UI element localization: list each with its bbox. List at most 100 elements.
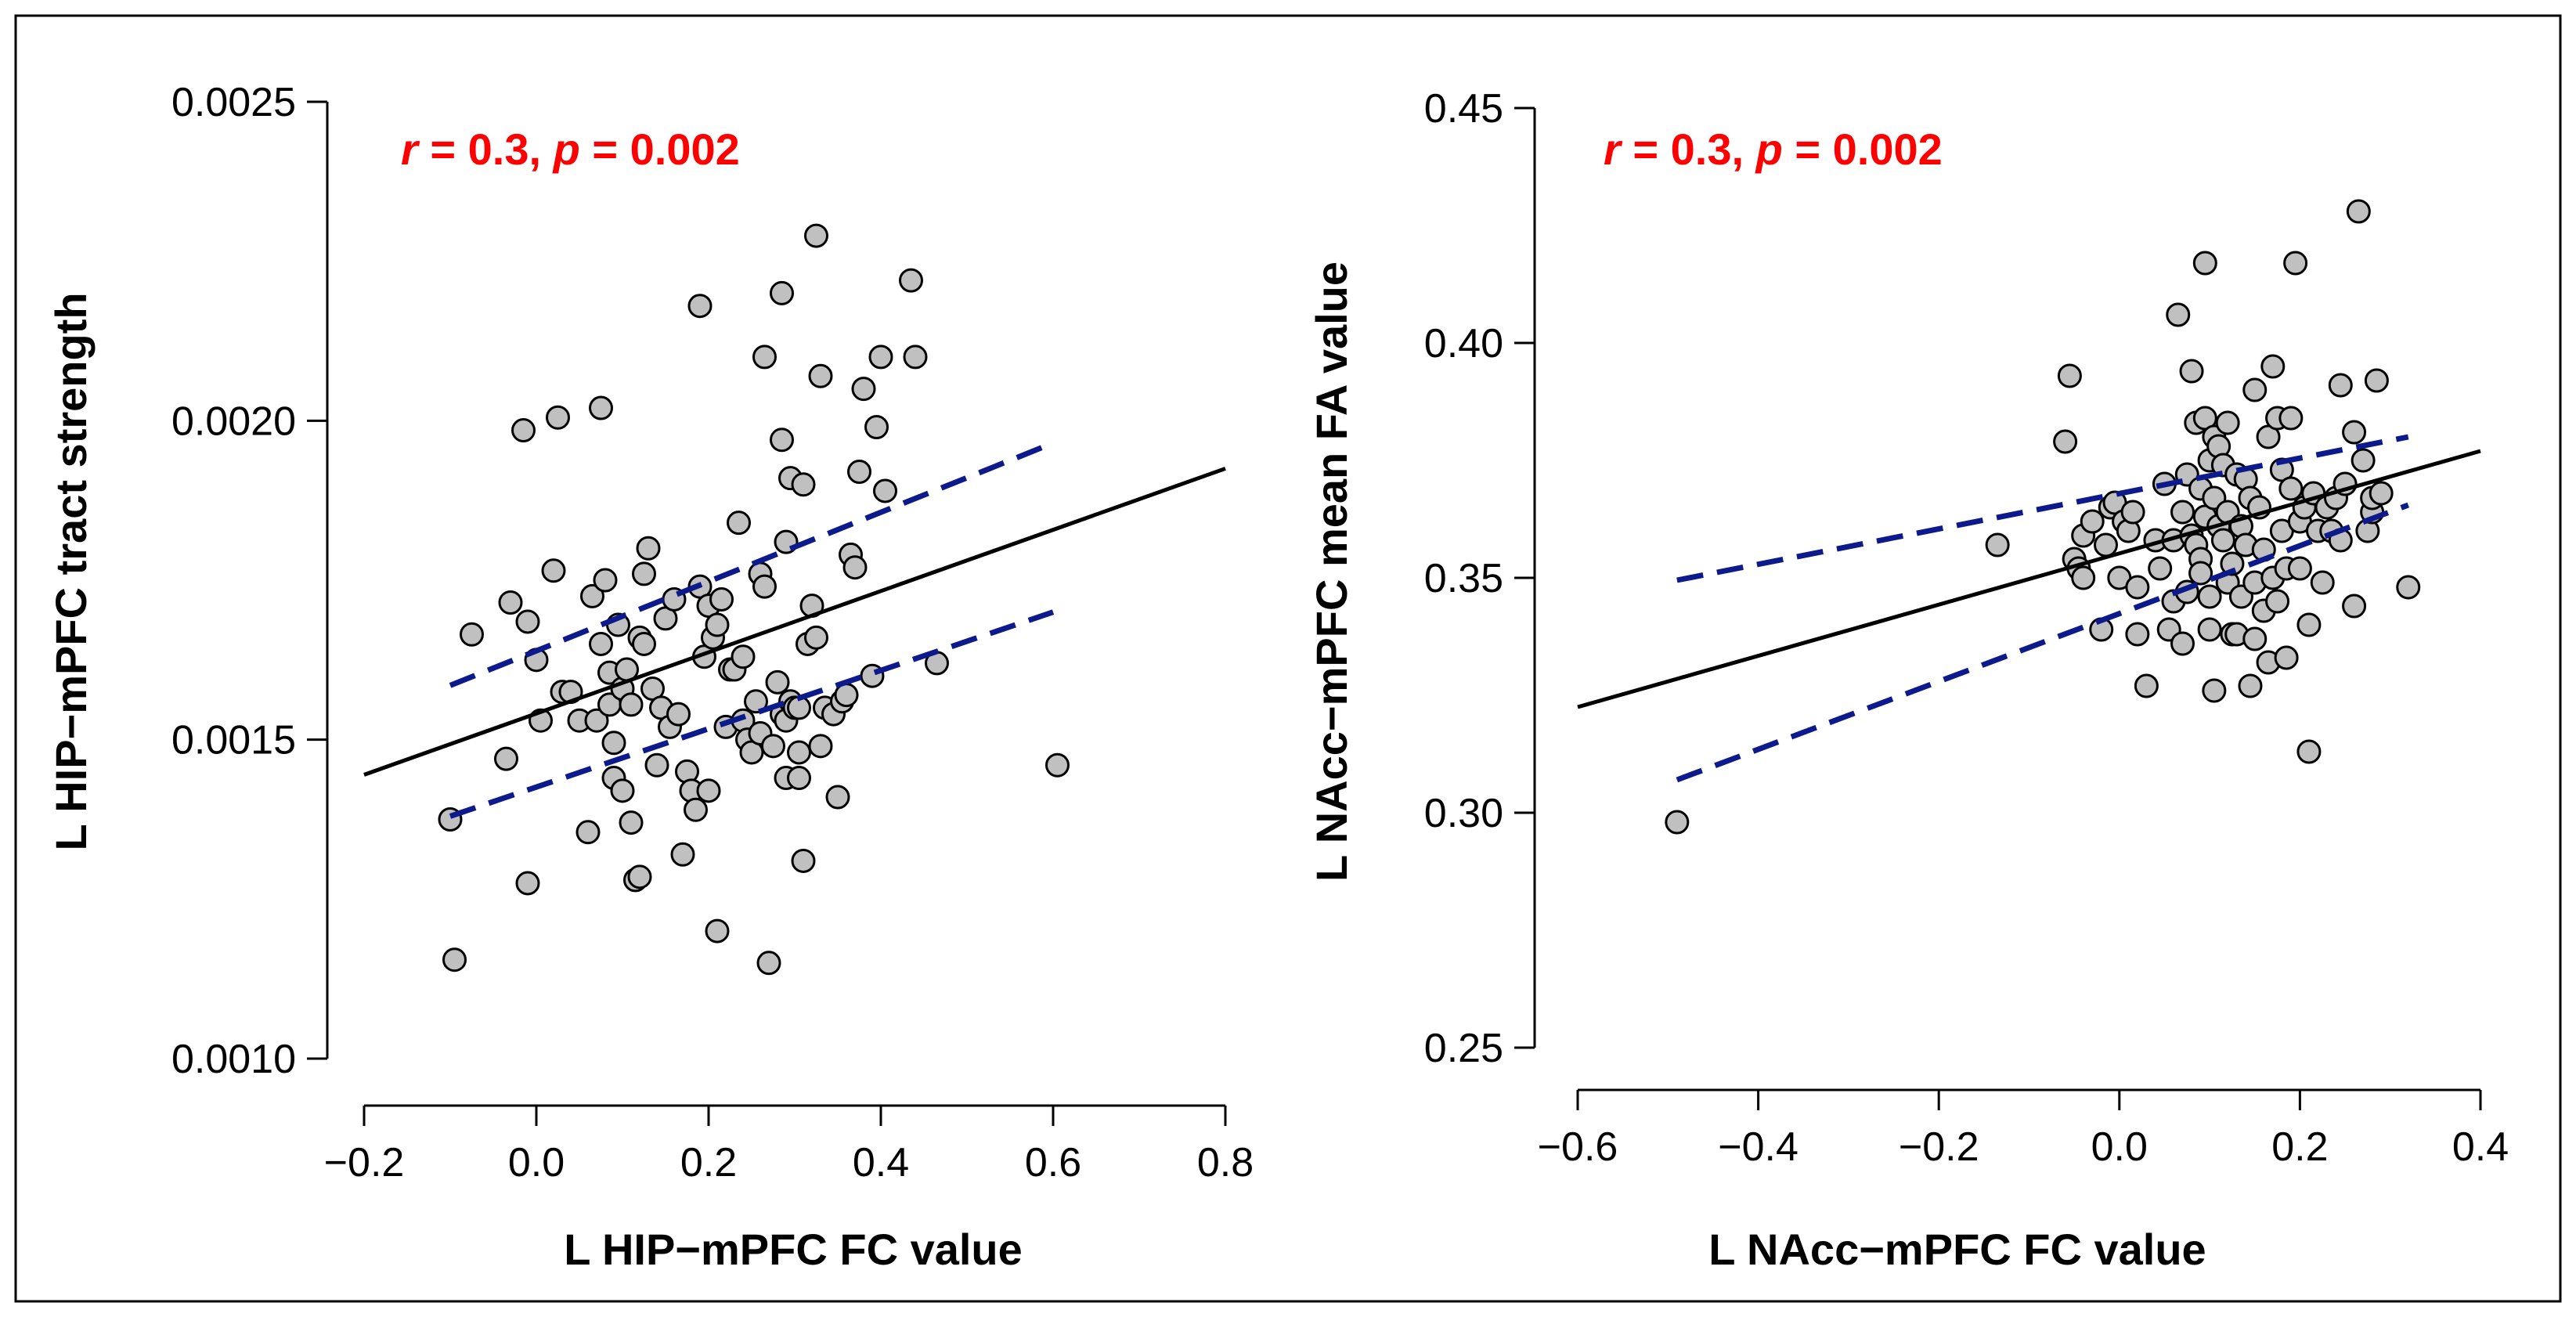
panel-right-data-point bbox=[2342, 420, 2367, 445]
panel-left-data-point bbox=[752, 574, 777, 599]
panel-right-data-point bbox=[2053, 429, 2078, 454]
panel-left-x-tick-label: 0.6 bbox=[1025, 1140, 1081, 1185]
panel-right-data-point bbox=[2134, 673, 2159, 698]
panel-left-y-axis-title: L HIP−mPFC tract strength bbox=[46, 292, 96, 850]
panel-right-p-value: = 0.002 bbox=[1783, 124, 1943, 174]
panel-right-r-symbol: r bbox=[1604, 124, 1623, 174]
panel-left-data-point bbox=[804, 223, 828, 248]
panel-right-x-tick-label: −0.4 bbox=[1718, 1124, 1799, 1170]
panel-right-y-tick-label: 0.45 bbox=[1424, 86, 1503, 132]
panel-left-data-point bbox=[670, 842, 695, 867]
panel-right-data-point bbox=[2310, 570, 2335, 595]
panel-right-data-point bbox=[2197, 617, 2222, 642]
panel-right-stats-annotation: r = 0.3, p = 0.002 bbox=[1604, 124, 1943, 174]
panel-left-data-point bbox=[546, 405, 570, 430]
panel-left-data-point bbox=[575, 820, 601, 845]
panel-left-data-point bbox=[580, 583, 604, 608]
panel-left-data-point bbox=[731, 644, 756, 669]
panel-right-data-point bbox=[2342, 594, 2367, 619]
panel-right-y-axis-title: L NAcc−mPFC mean FA value bbox=[1307, 262, 1356, 882]
panel-right-data-point bbox=[2215, 410, 2240, 435]
panel-left-regression-line bbox=[363, 467, 1226, 777]
panel-left-x-axis-title: L HIP−mPFC FC value bbox=[564, 1225, 1023, 1274]
panel-right: L NAcc−mPFC mean FA value L NAcc−mPFC FC… bbox=[1307, 86, 2509, 1274]
panel-left-data-point bbox=[610, 778, 635, 803]
panel-left-x-tick-label: 0.2 bbox=[680, 1140, 737, 1185]
panel-right-data-point bbox=[2274, 645, 2299, 670]
panel-left-data-point bbox=[515, 609, 540, 634]
panel-left-data-point bbox=[761, 734, 785, 759]
panel-left-data-point bbox=[666, 702, 691, 727]
panel-right-data-point bbox=[2296, 612, 2322, 637]
panel-left-data-point bbox=[636, 536, 661, 561]
panel-right-data-point bbox=[2238, 673, 2263, 698]
panel-left-data-point bbox=[873, 478, 897, 503]
panel-right-regression-line bbox=[1577, 449, 2481, 709]
panel-left-data-point bbox=[787, 766, 811, 791]
panel-left-data-point bbox=[593, 568, 618, 593]
panel-right-data-point bbox=[1665, 810, 1690, 835]
panel-left-data-point bbox=[851, 377, 876, 402]
panel-left-ci-lower-line bbox=[449, 609, 1055, 819]
panel-left-data-point bbox=[644, 752, 669, 778]
panel-right-data-point bbox=[2125, 575, 2150, 600]
panel-left-p-value: = 0.002 bbox=[580, 124, 740, 174]
panel-right-data-point bbox=[2369, 481, 2394, 506]
panel-left-data-point bbox=[515, 871, 540, 896]
panel-left-data-point bbox=[808, 734, 833, 759]
panel-right-ci-upper-line bbox=[1676, 434, 2409, 583]
panel-left-y-tick-label: 0.0010 bbox=[171, 1037, 296, 1082]
panel-right-data-point bbox=[2351, 448, 2376, 473]
panel-left-data-point bbox=[687, 294, 713, 319]
panel-left-r-value: = 0.3, bbox=[418, 124, 554, 174]
panel-left-data-point bbox=[804, 625, 828, 650]
panel-left-data-point bbox=[842, 555, 868, 580]
panel-right-x-tick-label: −0.6 bbox=[1538, 1124, 1618, 1170]
panel-right-y-tick-label: 0.30 bbox=[1424, 791, 1503, 836]
panel-left-data-point bbox=[705, 918, 730, 944]
panel-right-data-point bbox=[2188, 561, 2213, 586]
panel-right-data-point bbox=[2396, 575, 2421, 600]
panel-left-ci-upper-line bbox=[449, 440, 1055, 688]
panel-right-data-point bbox=[2170, 631, 2195, 656]
panel-left-data-point bbox=[541, 558, 566, 583]
panel-left-x-tick-label: 0.4 bbox=[853, 1140, 909, 1185]
panel-left-data-point bbox=[442, 947, 467, 972]
panel-right-data-point bbox=[2220, 551, 2245, 576]
panel-left-data-point bbox=[696, 778, 721, 803]
figure-frame bbox=[14, 14, 2562, 1303]
panel-left: L HIP−mPFC tract strength L HIP−mPFC FC … bbox=[46, 80, 1254, 1274]
panel-left-data-point bbox=[498, 590, 523, 615]
panel-right-data-point bbox=[2057, 363, 2082, 388]
panel-left-data-point bbox=[770, 280, 794, 305]
panel-left-stats-annotation: r = 0.3, p = 0.002 bbox=[401, 124, 740, 174]
panel-right-data-point bbox=[2094, 532, 2119, 557]
panel-right-data-point bbox=[2197, 584, 2222, 609]
panel-right-y-tick-label: 0.40 bbox=[1424, 321, 1503, 366]
panel-left-data-point bbox=[770, 428, 794, 453]
panel-right-data-point bbox=[2170, 500, 2195, 525]
panel-right-y-tick-label: 0.25 bbox=[1424, 1026, 1503, 1071]
panel-left-data-point bbox=[709, 586, 734, 612]
panel-right-x-tick-label: −0.2 bbox=[1899, 1124, 1979, 1170]
panel-right-data-point bbox=[2071, 565, 2096, 590]
panel-left-data-point bbox=[589, 631, 613, 656]
panel-left-data-point bbox=[808, 363, 833, 388]
panel-left-x-tick-label: −0.2 bbox=[324, 1140, 405, 1185]
panel-left-data-point bbox=[791, 472, 816, 497]
panel-right-data-point bbox=[2265, 589, 2290, 614]
panel-right-data-point bbox=[2179, 359, 2204, 384]
panel-left-y-tick-label: 0.0025 bbox=[171, 80, 296, 125]
panel-left-data-point bbox=[791, 848, 816, 873]
panel-right-data-point bbox=[2278, 406, 2304, 431]
panel-left-data-point bbox=[584, 708, 609, 733]
panel-left-y-tick-label: 0.0015 bbox=[171, 718, 296, 763]
panel-right-data-point bbox=[2210, 528, 2235, 553]
panel-left-r-symbol: r bbox=[401, 124, 420, 174]
panel-left-data-point bbox=[632, 561, 656, 586]
panel-left-data-point bbox=[825, 785, 850, 810]
panel-right-data-point bbox=[2287, 556, 2312, 581]
panel-left-data-point bbox=[705, 612, 730, 637]
panel-right-p-symbol: p bbox=[1755, 124, 1783, 174]
